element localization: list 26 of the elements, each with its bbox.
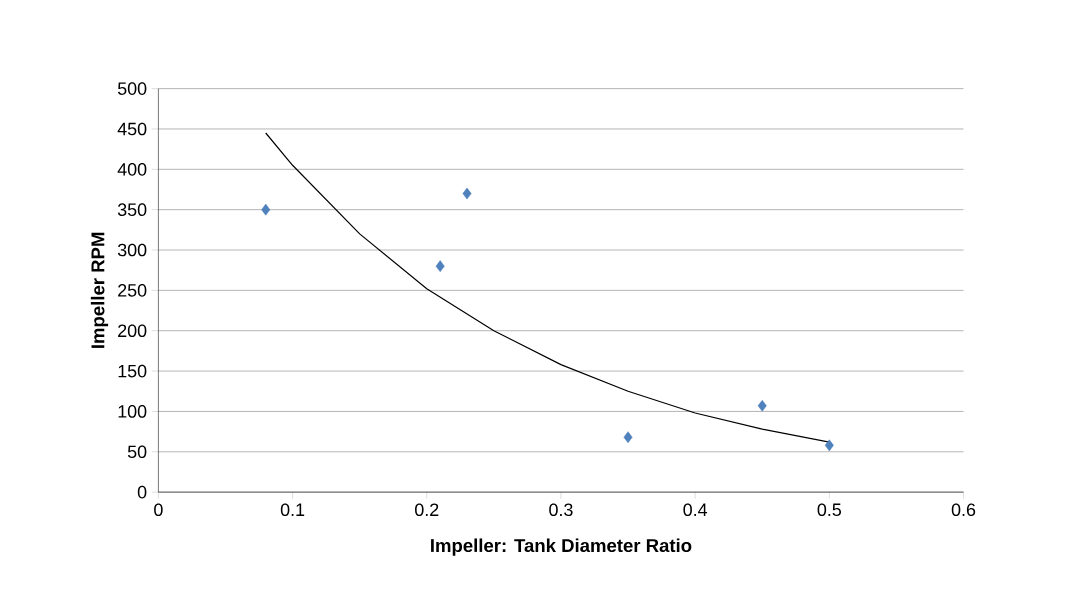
x-axis-title: Impeller: Tank Diameter Ratio: [431, 538, 692, 556]
y-tick-label: 400: [117, 163, 147, 176]
x-tick-label: 0.1: [280, 503, 305, 517]
y-tick-label: 450: [117, 122, 147, 136]
y-tick-label: 300: [117, 243, 147, 257]
y-tick-label: 500: [117, 82, 147, 96]
y-axis-title: Impeller RPM: [90, 232, 109, 348]
x-tick-label: 0.6: [951, 503, 976, 517]
y-tick-label: 250: [118, 284, 147, 297]
point: [462, 187, 472, 200]
point: [757, 400, 767, 412]
y-tick-label: 200: [118, 324, 147, 338]
point: [435, 260, 445, 273]
x-tick-label: 0.4: [683, 503, 708, 517]
x-tick-label: 0.3: [549, 503, 573, 517]
y-tick-label: 150: [118, 364, 147, 378]
y-tick-label: 0: [137, 485, 147, 499]
point: [261, 203, 271, 216]
point: [824, 439, 834, 452]
y-tick-label: 100: [118, 405, 147, 418]
x-tick-label: 0: [154, 503, 163, 517]
y-tick-label: 350: [117, 203, 147, 217]
x-tick-label: 0.2: [415, 503, 439, 517]
y-tick-label: 50: [127, 445, 147, 459]
x-tick-label: 0.5: [817, 503, 842, 517]
point: [623, 431, 633, 444]
